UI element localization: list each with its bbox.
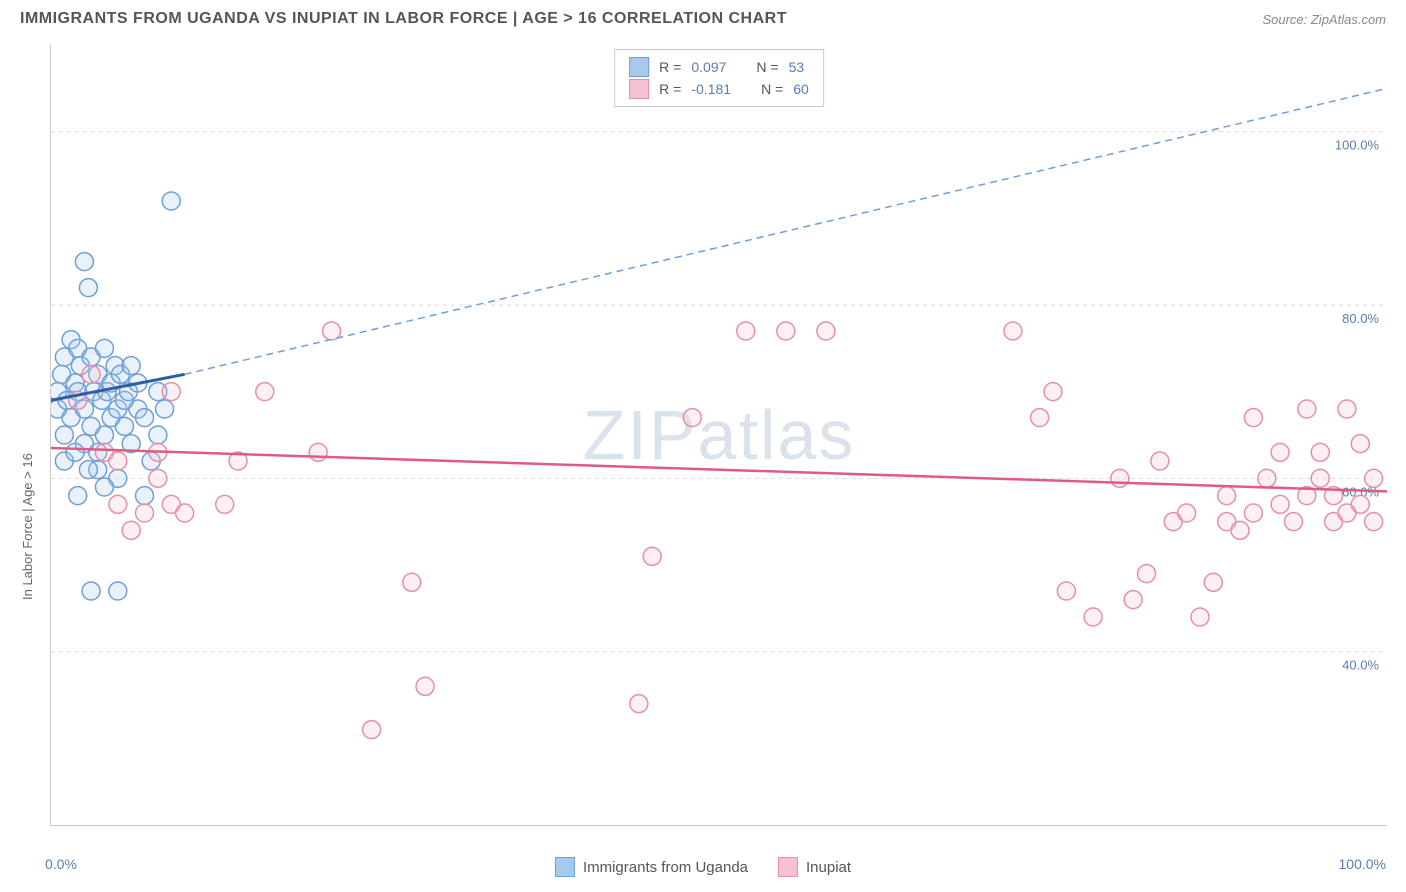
source-label: Source: ZipAtlas.com (1262, 12, 1386, 27)
title-bar: IMMIGRANTS FROM UGANDA VS INUPIAT IN LAB… (0, 0, 1406, 33)
series-legend: Immigrants from Uganda Inupiat (555, 857, 851, 877)
legend-item-uganda: Immigrants from Uganda (555, 857, 748, 877)
legend-label-uganda: Immigrants from Uganda (583, 859, 748, 876)
legend-swatch-inupiat-2 (778, 857, 798, 877)
plot-area: ZIPatlas R = 0.097 N = 53 R = -0.181 N =… (50, 45, 1387, 826)
chart-container: IMMIGRANTS FROM UGANDA VS INUPIAT IN LAB… (0, 0, 1406, 892)
r-label: R = (659, 56, 681, 78)
n-label: N = (761, 78, 783, 100)
x-label-min: 0.0% (45, 856, 77, 872)
chart-title: IMMIGRANTS FROM UGANDA VS INUPIAT IN LAB… (20, 10, 787, 28)
svg-text:80.0%: 80.0% (1342, 311, 1379, 326)
legend-row-uganda: R = 0.097 N = 53 (629, 56, 809, 78)
n-value-uganda: 53 (789, 56, 805, 78)
n-label: N = (756, 56, 778, 78)
legend-item-inupiat: Inupiat (778, 857, 851, 877)
r-value-uganda: 0.097 (691, 56, 726, 78)
legend-row-inupiat: R = -0.181 N = 60 (629, 78, 809, 100)
y-axis-title: In Labor Force | Age > 16 (20, 453, 35, 600)
legend-swatch-uganda-2 (555, 857, 575, 877)
x-label-max: 100.0% (1339, 856, 1386, 872)
svg-text:40.0%: 40.0% (1342, 658, 1379, 673)
svg-text:100.0%: 100.0% (1335, 138, 1380, 153)
plot-svg: 40.0%60.0%80.0%100.0% (51, 45, 1387, 825)
legend-swatch-inupiat (629, 79, 649, 99)
r-value-inupiat: -0.181 (691, 78, 731, 100)
correlation-legend: R = 0.097 N = 53 R = -0.181 N = 60 (614, 49, 824, 107)
r-label: R = (659, 78, 681, 100)
legend-swatch-uganda (629, 57, 649, 77)
n-value-inupiat: 60 (793, 78, 809, 100)
legend-label-inupiat: Inupiat (806, 859, 851, 876)
